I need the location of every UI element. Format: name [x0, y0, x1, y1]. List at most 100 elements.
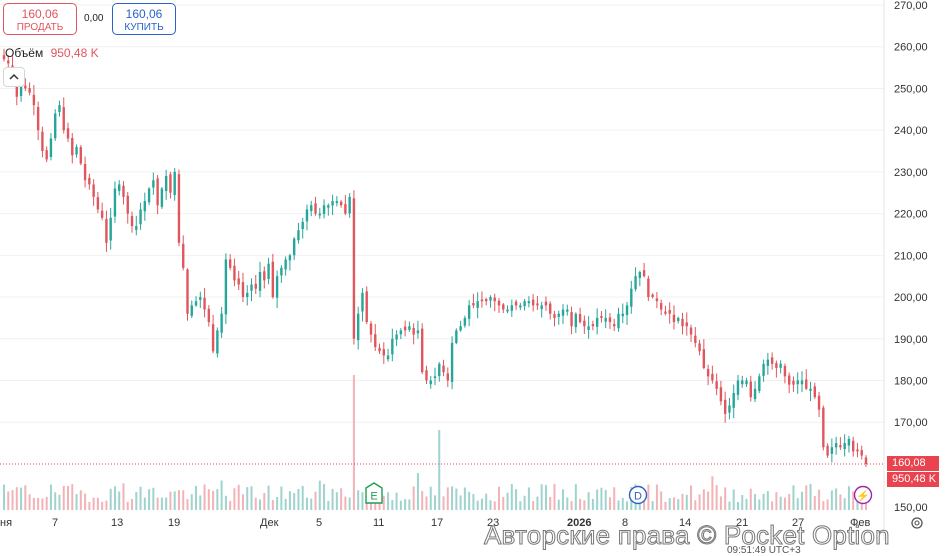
volume-bar — [305, 497, 308, 510]
volume-bar — [434, 495, 436, 510]
volume-bar — [608, 497, 611, 510]
candle-body — [429, 380, 432, 385]
candle-body — [310, 205, 313, 212]
candle-body — [485, 299, 488, 302]
volume-bar — [835, 488, 838, 510]
time-tick-label: 14 — [679, 517, 691, 529]
candle-body — [779, 363, 782, 368]
clock-readout: 09:51:49 UTC+3 — [727, 545, 801, 556]
volume-bar — [331, 488, 334, 510]
price-tick-label: 220,00 — [894, 209, 928, 221]
volume-bar — [41, 498, 44, 510]
price-tick-label: 170,00 — [894, 417, 928, 429]
volume-bar — [416, 473, 419, 510]
volume-bar — [775, 492, 778, 510]
candle-body — [41, 131, 44, 152]
volume-bar — [7, 491, 10, 510]
event-marker-letter: E — [370, 491, 377, 503]
spread-value: 0,00 — [84, 13, 104, 24]
volume-bar — [809, 483, 812, 510]
candle-body — [152, 180, 155, 188]
volume-bar — [485, 493, 488, 510]
volume-bar — [318, 480, 321, 510]
volume-bar — [263, 492, 266, 510]
candle-body — [510, 305, 514, 311]
volume-bar — [335, 492, 338, 510]
event-marker-earnings[interactable]: E — [365, 482, 383, 504]
price-tick-label: 230,00 — [894, 167, 928, 179]
volume-bar — [532, 501, 535, 510]
volume-bar — [476, 500, 479, 510]
volume-bar — [553, 484, 556, 510]
candle-body — [613, 324, 616, 327]
collapse-legend-button[interactable] — [3, 67, 25, 87]
volume-bar — [207, 489, 210, 510]
event-marker-dividends[interactable]: D — [628, 485, 648, 505]
volume-bar — [540, 484, 543, 510]
candle-body — [71, 137, 74, 156]
candle-body — [685, 322, 688, 327]
candle-body — [284, 259, 287, 270]
volume-bar — [660, 491, 663, 510]
volume-bar — [323, 484, 326, 510]
candle-body — [506, 309, 509, 312]
volume-bar — [28, 494, 31, 510]
volume-bar — [459, 495, 462, 510]
candle-body — [122, 185, 125, 197]
volume-bar — [647, 484, 650, 510]
volume-bar — [143, 497, 146, 510]
candle-body — [450, 342, 454, 382]
candle-body — [88, 177, 91, 185]
volume-bar — [352, 375, 355, 510]
volume-bar — [92, 497, 95, 510]
volume-bar — [96, 497, 99, 510]
volume-bar — [20, 487, 23, 510]
candle-body — [805, 379, 808, 389]
candle-body — [177, 174, 181, 243]
candle-body — [736, 380, 740, 395]
volume-bar — [779, 496, 782, 510]
volume-bar — [135, 492, 138, 510]
volume-bar — [369, 498, 372, 510]
volume-bar — [830, 490, 833, 510]
volume-bar — [766, 491, 769, 510]
volume-bar — [118, 491, 121, 510]
candle-body — [813, 386, 816, 398]
candle-body — [856, 449, 859, 452]
volume-bar — [822, 501, 825, 510]
candle-body — [263, 271, 266, 281]
candle-body — [587, 326, 590, 330]
event-marker-split[interactable]: ⚡ — [853, 485, 873, 505]
price-tick-label: 250,00 — [894, 83, 928, 95]
gear-icon[interactable] — [909, 515, 925, 531]
volume-bar — [182, 490, 185, 510]
candle-body — [186, 269, 189, 314]
volume-bar — [173, 491, 176, 510]
volume-bar — [45, 496, 48, 510]
volume-bar — [246, 487, 249, 510]
event-marker-shape — [365, 482, 383, 504]
volume-bar — [139, 486, 142, 510]
sell-button[interactable]: 160,06 ПРОДАТЬ — [3, 3, 77, 35]
buy-button[interactable]: 160,06 КУПИТЬ — [112, 3, 176, 35]
candle-body — [681, 318, 684, 327]
candle-body — [147, 188, 151, 203]
volume-bar — [58, 494, 61, 510]
candle-body — [446, 373, 450, 381]
volume-bar — [724, 487, 727, 510]
candle-body — [79, 147, 83, 164]
candle-body — [706, 368, 710, 377]
candle-body — [143, 201, 147, 212]
candle-body — [770, 357, 774, 364]
volume-bar — [677, 499, 680, 510]
volume-bar — [276, 497, 279, 510]
candle-body — [96, 197, 100, 210]
buy-price: 160,06 — [125, 7, 163, 21]
candle-body — [723, 399, 727, 414]
candle-body — [412, 328, 415, 335]
volume-bar — [557, 499, 560, 510]
volume-bar — [314, 491, 317, 510]
volume-bar — [199, 495, 202, 510]
